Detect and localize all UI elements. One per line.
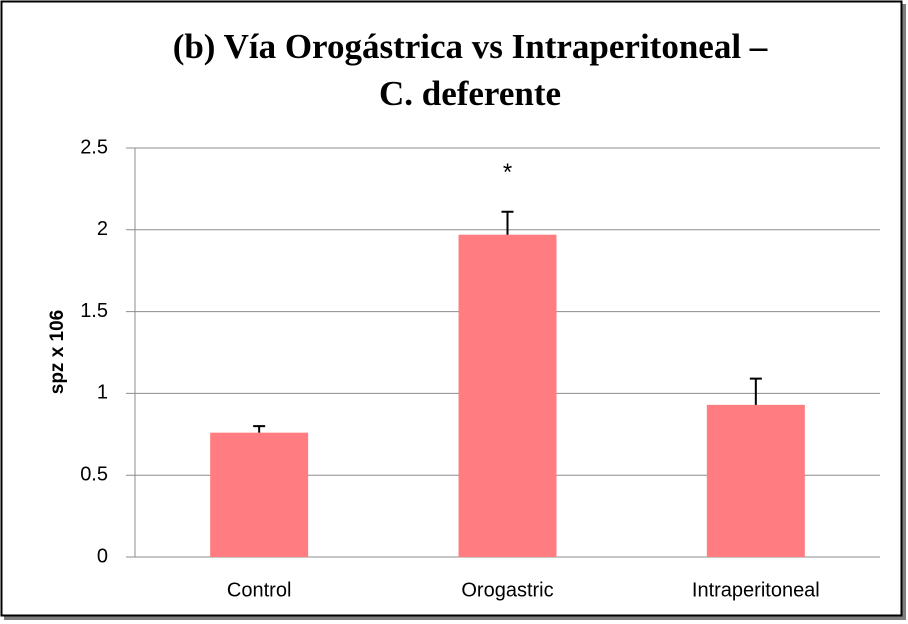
bar <box>458 234 557 557</box>
annotation: * <box>503 159 512 186</box>
y-tick-label: 2 <box>97 218 108 240</box>
y-tick-label: 1.5 <box>80 300 108 322</box>
x-tick-label: Intraperitoneal <box>692 579 820 601</box>
error-bar <box>749 377 762 405</box>
error-bar <box>501 210 514 235</box>
y-tick-label: 0 <box>97 545 108 567</box>
bar <box>210 432 309 557</box>
y-tick-label: 0.5 <box>80 463 108 485</box>
y-tick-label: 2.5 <box>80 136 108 158</box>
chart-title: (b) Vía Orogástrica vs Intraperitoneal – <box>173 27 768 66</box>
y-tick-label: 1 <box>97 382 108 404</box>
x-tick-label: Control <box>227 579 291 601</box>
x-tick-label: Orogastric <box>461 579 553 601</box>
error-bar <box>253 425 266 433</box>
y-axis-label: spz x 106 <box>47 310 68 395</box>
bar <box>706 404 805 557</box>
chart-title: C. deferente <box>379 74 561 113</box>
